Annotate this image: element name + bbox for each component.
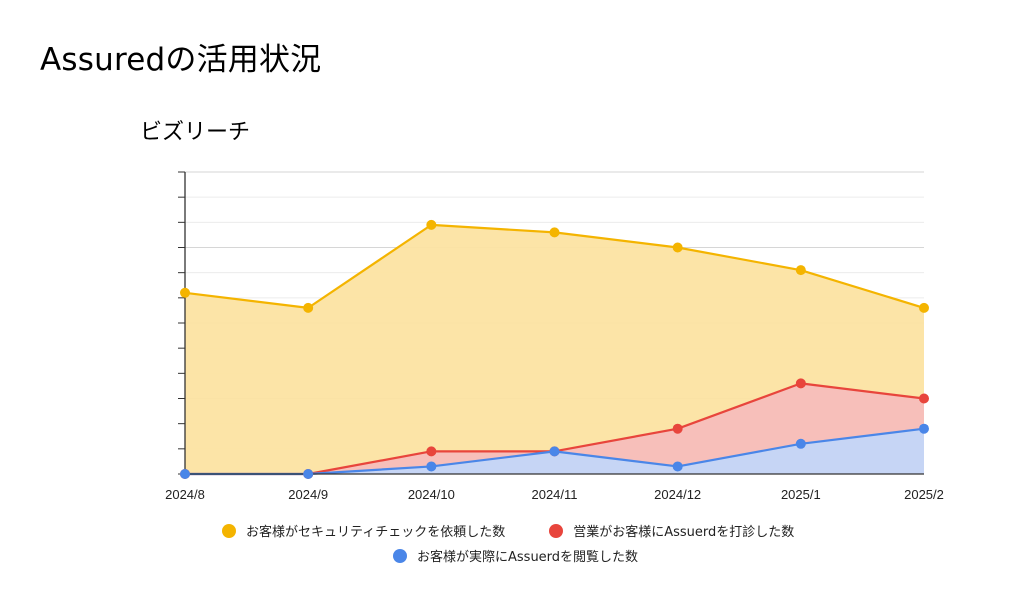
legend-item-viewed: お客様が実際にAssuerdを閲覧した数 <box>393 546 638 565</box>
point-series-0 <box>919 302 929 313</box>
point-series-0 <box>426 219 437 230</box>
point-series-1 <box>919 393 929 404</box>
point-series-0 <box>549 227 560 238</box>
point-series-2 <box>303 469 314 479</box>
slide-title: Assuredの活用状況 <box>40 42 322 78</box>
point-series-1 <box>426 446 437 457</box>
point-series-0 <box>672 242 683 253</box>
point-series-2 <box>180 469 190 479</box>
legend-label: お客様が実際にAssuerdを閲覧した数 <box>417 550 639 565</box>
x-tick-label: 2025/1 <box>781 487 821 502</box>
point-series-2 <box>549 446 560 457</box>
x-tick-label: 2024/10 <box>408 487 455 502</box>
point-series-0 <box>303 302 314 313</box>
legend-dot <box>222 523 236 538</box>
point-series-2 <box>672 461 683 472</box>
x-tick-label: 2024/12 <box>654 487 701 502</box>
legend-item-sales-proposal: 営業がお客様にAssuerdを打診した数 <box>549 521 794 540</box>
point-series-2 <box>426 461 437 472</box>
legend-label: お客様がセキュリティチェックを依頼した数 <box>246 525 506 540</box>
x-tick-label: 2024/9 <box>288 487 328 502</box>
legend-dot <box>549 523 564 538</box>
point-series-0 <box>795 265 806 276</box>
point-series-2 <box>795 438 806 449</box>
legend-dot <box>393 548 407 563</box>
x-tick-label: 2024/8 <box>165 487 205 502</box>
chart-title: ビズリーチ <box>140 120 251 145</box>
series-points <box>180 219 929 479</box>
point-series-1 <box>672 423 683 434</box>
point-series-2 <box>919 423 929 434</box>
point-series-0 <box>180 287 190 298</box>
area-series-1 <box>185 383 924 474</box>
x-tick-label: 2025/2 <box>904 487 944 502</box>
legend-item-security-check: お客様がセキュリティチェックを依頼した数 <box>222 521 505 540</box>
series-areas <box>185 224 924 474</box>
point-series-1 <box>795 378 806 389</box>
x-tick-label: 2024/11 <box>531 487 577 502</box>
legend-row-2: お客様が実際にAssuerdを閲覧した数 <box>393 546 638 565</box>
legend-row-1: お客様がセキュリティチェックを依頼した数 営業がお客様にAssuerdを打診した… <box>222 521 794 540</box>
legend-label: 営業がお客様にAssuerdを打診した数 <box>573 525 795 540</box>
x-tick-labels: 2024/8 2024/9 2024/10 2024/11 2024/12 2025/1 2… <box>165 487 944 502</box>
